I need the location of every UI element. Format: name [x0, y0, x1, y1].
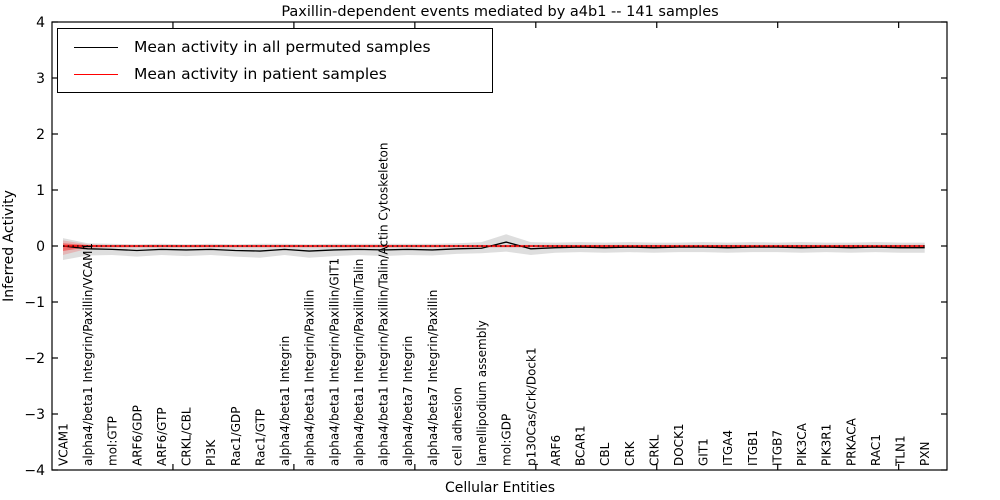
axis-ticks-layer	[52, 21, 947, 471]
legend-line-patient-icon	[74, 73, 118, 75]
x-category-label: ITGB1	[746, 430, 760, 466]
x-category-label: Rac1/GTP	[253, 409, 267, 466]
legend-label-permuted: Mean activity in all permuted samples	[134, 38, 431, 56]
legend: Mean activity in all permuted samples Me…	[57, 28, 493, 93]
x-category-label: PIK3CA	[795, 422, 809, 466]
x-category-label: ARF6/GDP	[130, 405, 144, 466]
y-tick-label: −1	[24, 295, 45, 311]
x-category-label: alpha4/beta7 Integrin	[401, 336, 415, 466]
x-category-label: ARF6/GTP	[155, 407, 169, 466]
x-category-label: CRKL/CBL	[180, 407, 194, 466]
x-category-label: ARF6	[549, 435, 563, 466]
x-category-label: PI3K	[204, 439, 218, 466]
y-tick-label: 1	[36, 183, 45, 199]
x-category-label: PRKACA	[844, 417, 858, 466]
x-category-label: cell adhesion	[450, 387, 464, 466]
x-category-label: TLN1	[894, 435, 908, 467]
y-tick-label: 4	[36, 15, 45, 31]
x-category-label: alpha4/beta1 Integrin/Paxillin/Talin	[352, 259, 366, 466]
x-category-label: CRKL	[647, 434, 661, 466]
x-category-label: Rac1/GDP	[229, 407, 243, 466]
legend-line-permuted-icon	[74, 46, 118, 48]
x-category-label: lamellipodium assembly	[475, 320, 489, 466]
permuted-confidence-band	[63, 234, 925, 260]
x-category-label: p130Cas/Crk/Dock1	[524, 347, 538, 466]
y-tick-label: −3	[24, 407, 45, 423]
legend-row-permuted: Mean activity in all permuted samples	[74, 38, 478, 56]
permuted-mean-line	[62, 241, 925, 252]
x-category-label: CRK	[623, 440, 637, 466]
x-axis-label: Cellular Entities	[445, 480, 555, 496]
x-category-label: VCAM1	[57, 423, 71, 466]
x-category-label: alpha4/beta1 Integrin/Paxillin/VCAM1	[81, 243, 95, 466]
y-tick-label: 0	[36, 239, 45, 255]
x-category-label: alpha4/beta1 Integrin	[278, 336, 292, 466]
y-axis-label: Inferred Activity	[1, 190, 17, 302]
x-category-label: GIT1	[697, 438, 711, 466]
x-category-label: ITGB7	[770, 430, 784, 466]
x-category-label: PXN	[918, 442, 932, 466]
x-category-label: mol:GTP	[106, 416, 120, 466]
series-lines-layer	[62, 241, 925, 252]
x-category-label: PIK3R1	[820, 424, 834, 466]
legend-label-patient: Mean activity in patient samples	[134, 65, 387, 83]
x-category-labels-layer: VCAM1 alpha4/beta1 Integrin/Paxillin/VCAM…	[57, 143, 933, 467]
x-category-label: CBL	[598, 442, 612, 466]
confidence-bands-layer	[63, 234, 925, 260]
x-category-label: ITGA4	[721, 430, 735, 466]
y-tick-label: 2	[36, 127, 45, 143]
y-tick-labels-layer: 4 3 2 1 0 −1 −2 −3 −4	[24, 15, 45, 479]
x-category-label: RAC1	[869, 434, 883, 466]
x-category-label: alpha4/beta1 Integrin/Paxillin/Talin/Act…	[377, 143, 391, 466]
y-tick-label: −4	[24, 463, 45, 479]
y-tick-label: 3	[36, 71, 45, 87]
legend-row-patient: Mean activity in patient samples	[74, 65, 478, 83]
x-category-label: alpha4/beta7 Integrin/Paxillin	[426, 290, 440, 466]
x-category-label: BCAR1	[574, 425, 588, 466]
patient-outer-confidence-band	[63, 240, 925, 255]
chart-title: Paxillin-dependent events mediated by a4…	[281, 4, 718, 20]
y-tick-label: −2	[24, 351, 45, 367]
x-category-label: alpha4/beta1 Integrin/Paxillin/GIT1	[327, 258, 341, 466]
x-category-label: DOCK1	[672, 423, 686, 466]
x-category-label: mol:GDP	[500, 414, 514, 466]
x-category-label: alpha4/beta1 Integrin/Paxillin	[303, 290, 317, 466]
